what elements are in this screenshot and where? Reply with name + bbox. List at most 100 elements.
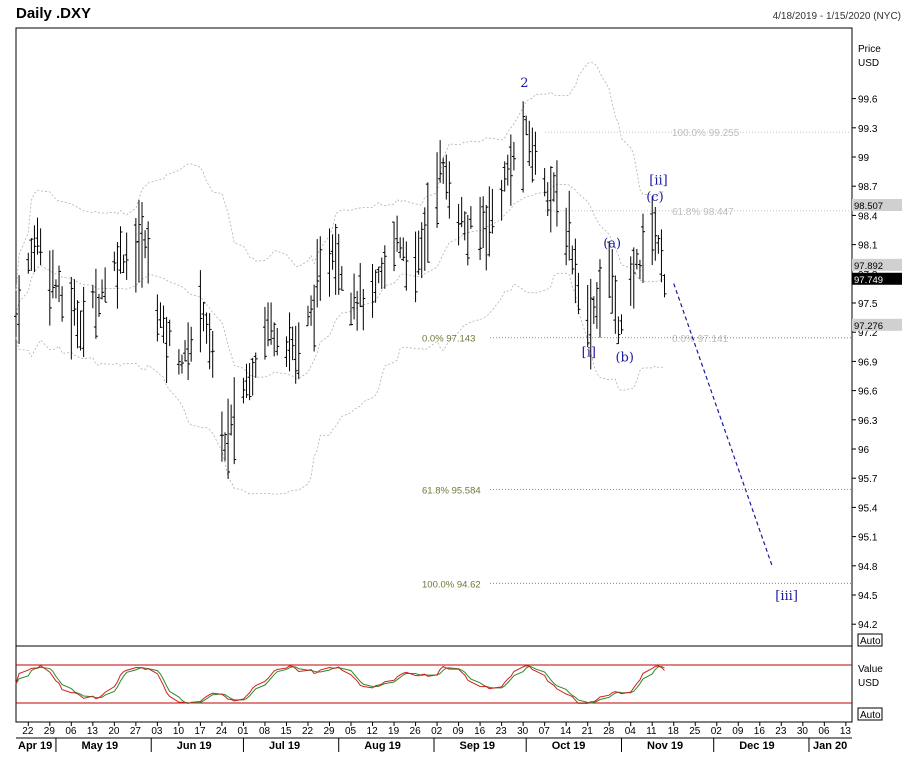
ohlc-bar xyxy=(487,186,492,257)
chart-title: Daily .DXY xyxy=(16,5,92,22)
price-box-bg xyxy=(852,258,902,271)
x-day-label: 02 xyxy=(431,726,443,737)
fib-levels: 100.0% 99.255 61.8% 98.447 0.0% 97.141 0.0%… xyxy=(422,128,852,590)
ohlc-bars xyxy=(14,101,667,479)
price-tick-label: 99.3 xyxy=(858,124,878,135)
ohlc-bar xyxy=(204,312,209,344)
ohlc-bar xyxy=(597,259,602,338)
x-day-label: 06 xyxy=(65,726,77,737)
ohlc-bar xyxy=(112,251,117,272)
ohlc-bar xyxy=(93,268,98,339)
ohlc-bar xyxy=(398,237,403,259)
ohlc-bar xyxy=(201,301,206,332)
ohlc-bar xyxy=(38,228,43,266)
ohlc-bar xyxy=(29,238,34,271)
fib-label: 100.0% 99.255 xyxy=(672,128,740,139)
ohlc-bar xyxy=(542,168,547,197)
ohlc-bar xyxy=(50,249,55,299)
price-tick-label: 96.3 xyxy=(858,416,878,427)
ohlc-bar xyxy=(241,377,246,404)
x-axis: 22 29 06 13 20 27 03 10 17 24 01 08 15 22 29 05 12 19 26 02… xyxy=(18,722,851,752)
ohlc-bar xyxy=(232,377,237,465)
wave-label: [ii] xyxy=(649,173,667,188)
x-day-label: 18 xyxy=(668,726,680,737)
wave-label: [i] xyxy=(582,346,596,361)
x-day-label: 11 xyxy=(646,726,657,737)
ohlc-bar xyxy=(96,293,101,317)
x-day-label: 30 xyxy=(797,726,809,737)
price-tick-label: 95.1 xyxy=(858,533,878,544)
x-month-label: Jun 19 xyxy=(177,740,212,752)
x-day-label: 23 xyxy=(496,726,508,737)
ohlc-bar xyxy=(481,196,486,249)
x-month-label: Nov 19 xyxy=(647,740,683,752)
ohlc-bar xyxy=(416,230,421,275)
x-day-label: 20 xyxy=(108,726,120,737)
x-day-label: 09 xyxy=(732,726,744,737)
ohlc-bar xyxy=(527,120,532,167)
x-day-label: 13 xyxy=(840,726,852,737)
osc-auto-button[interactable]: Auto xyxy=(857,707,883,721)
ohlc-bar xyxy=(146,221,151,284)
ohlc-bar xyxy=(100,279,105,300)
price-box-label: 97.276 xyxy=(854,321,883,332)
ohlc-bar xyxy=(75,300,80,349)
x-day-label: 16 xyxy=(754,726,766,737)
wave-labels: 2 [i] (a) (b) (c) [ii] [iii] xyxy=(520,76,798,604)
ohlc-bar xyxy=(309,295,314,326)
bollinger-lower xyxy=(15,272,665,495)
ohlc-bar xyxy=(229,404,234,436)
ohlc-bar xyxy=(382,245,387,289)
ohlc-bar xyxy=(413,231,418,303)
price-box: 98.507 xyxy=(852,198,902,212)
ohlc-bar xyxy=(376,266,381,284)
ohlc-bar xyxy=(358,263,363,307)
ohlc-bar xyxy=(508,134,513,206)
ohlc-bar xyxy=(133,218,138,293)
ohlc-bar xyxy=(189,326,194,362)
x-day-label: 25 xyxy=(689,726,701,737)
ohlc-bar xyxy=(576,272,581,315)
ohlc-bar xyxy=(72,279,77,326)
price-auto-button[interactable]: Auto xyxy=(857,633,883,647)
ohlc-bar xyxy=(607,241,612,298)
price-box-bg xyxy=(852,198,902,211)
x-month-label: Jul 19 xyxy=(269,740,300,752)
ohlc-bar xyxy=(567,190,572,261)
ohlc-bar xyxy=(554,160,559,227)
ohlc-bar xyxy=(262,306,267,360)
x-day-label: 27 xyxy=(130,726,142,737)
ohlc-bar xyxy=(198,270,203,353)
ohlc-bar xyxy=(140,202,145,288)
ohlc-bar xyxy=(53,279,58,299)
ohlc-bar xyxy=(588,278,593,370)
ohlc-bar xyxy=(392,221,397,272)
ohlc-bar xyxy=(247,363,252,401)
price-ticks: 99.699.39998.798.498.197.897.597.296.996… xyxy=(852,95,878,631)
ohlc-bar xyxy=(468,206,473,229)
ohlc-bar xyxy=(296,322,301,380)
x-month-label: Dec 19 xyxy=(739,740,774,752)
x-day-label: 23 xyxy=(775,726,787,737)
x-day-label: 29 xyxy=(324,726,336,737)
ohlc-bar xyxy=(419,222,424,279)
ohlc-bar xyxy=(315,239,320,308)
price-box-label: 97.749 xyxy=(854,275,883,286)
x-day-label: 03 xyxy=(151,726,163,737)
ohlc-bar xyxy=(223,432,227,462)
ohlc-bar xyxy=(275,327,280,356)
osc-main-line xyxy=(15,665,665,705)
ohlc-bar xyxy=(379,257,384,289)
price-tick-label: 98.7 xyxy=(858,182,878,193)
ohlc-bar xyxy=(226,398,231,479)
ohlc-bar xyxy=(499,179,504,221)
ohlc-bar xyxy=(533,131,538,175)
projection-dashed xyxy=(673,283,773,566)
ohlc-bar xyxy=(404,241,409,291)
oscillator-panel-frame xyxy=(15,645,853,723)
ohlc-bar xyxy=(26,252,31,274)
ohlc-bar xyxy=(339,266,344,291)
ohlc-bar xyxy=(631,247,636,309)
price-auto-label: Auto xyxy=(860,636,881,647)
